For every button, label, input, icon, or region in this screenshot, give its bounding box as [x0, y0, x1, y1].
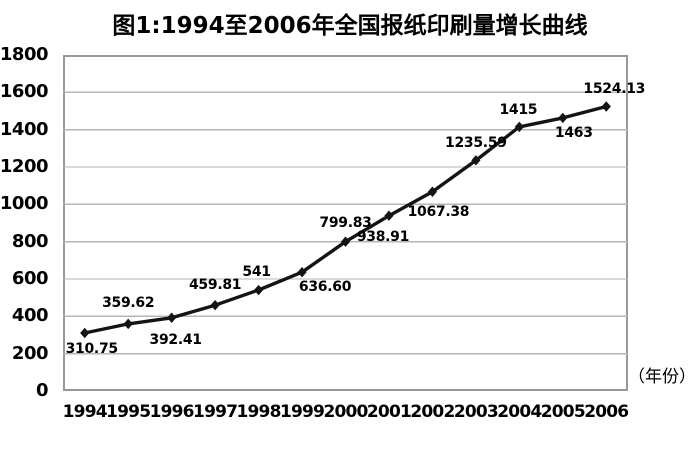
data-point-marker: [514, 121, 524, 133]
data-point-label: 938.91: [356, 228, 410, 245]
data-point-marker: [384, 210, 394, 221]
x-axis-unit-label: （年份）: [628, 367, 696, 387]
x-tick-label: 1997: [193, 402, 238, 422]
x-tick-label: 2005: [540, 402, 586, 422]
y-tick-label: 600: [11, 268, 49, 289]
x-tick-label: 2000: [323, 402, 368, 422]
y-tick-label: 0: [35, 380, 49, 401]
y-tick-label: 200: [11, 342, 49, 364]
data-point-marker: [167, 312, 177, 323]
chart-title: 图1:1994至2006年全国报纸印刷量增长曲线: [112, 13, 588, 39]
plot-area: 310.75 359.62 392.41 459.81 541 636.60 799.83 9…: [63, 55, 645, 391]
data-point-label: 1415: [499, 101, 538, 118]
data-point-marker: [253, 284, 264, 296]
data-point-marker: [601, 101, 611, 112]
x-tick-label: 2003: [453, 402, 499, 422]
data-point-marker: [558, 112, 568, 124]
x-tick-label: 1994: [62, 402, 108, 422]
data-point-marker: [427, 186, 438, 197]
data-point-label: 1235.59: [445, 135, 507, 152]
y-axis: 1800 1600 1400 1200 1000 800 600 400 200 0: [0, 44, 56, 401]
data-point-marker: [340, 236, 351, 247]
data-point-label: 310.75: [65, 340, 119, 357]
y-tick-label: 1200: [0, 156, 49, 177]
data-point-marker: [471, 155, 481, 166]
y-tick-label: 1800: [0, 44, 49, 65]
data-point-marker: [123, 318, 133, 330]
x-tick-label: 2006: [584, 402, 629, 422]
data-point-label: 799.83: [319, 214, 372, 231]
x-tick-label: 1999: [279, 402, 325, 422]
data-point-label: 1524.13: [583, 81, 646, 98]
data-point-marker: [80, 327, 90, 339]
data-point-label: 1067.38: [407, 203, 470, 220]
data-point-label: 636.60: [298, 279, 352, 296]
x-tick-label: 2002: [410, 402, 455, 422]
data-point-label: 459.81: [188, 277, 242, 294]
data-point-label: 392.41: [149, 331, 203, 348]
x-axis: 1994 1995 1996 1997 1998 1999 2000 2001 2002 2003…: [62, 402, 629, 426]
y-tick-label: 400: [11, 305, 49, 327]
data-point-marker: [210, 299, 220, 311]
data-point-label: 1463: [554, 124, 593, 141]
x-tick-label: 2001: [366, 402, 412, 422]
y-tick-label: 1000: [0, 193, 49, 215]
x-tick-label: 1996: [149, 402, 195, 422]
y-tick-label: 1400: [0, 118, 49, 140]
y-tick-label: 1600: [0, 81, 49, 103]
y-tick-label: 800: [11, 230, 49, 252]
x-tick-label: 2004: [497, 402, 542, 422]
line-chart-svg: [63, 91, 628, 355]
x-tick-label: 1998: [236, 402, 282, 422]
data-point-label: 541: [242, 264, 271, 280]
data-point-label: 359.62: [102, 294, 155, 311]
x-tick-label: 1995: [106, 402, 151, 422]
